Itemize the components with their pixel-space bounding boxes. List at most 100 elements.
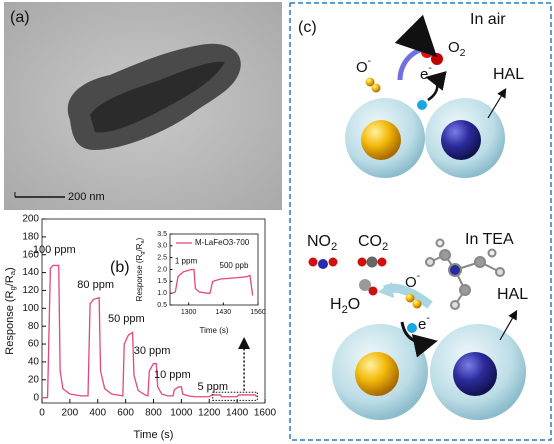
x-tick-label: 200 <box>62 408 79 419</box>
arrow <box>425 71 447 102</box>
x-tick-label: 600 <box>117 408 134 419</box>
x-tick-label: 400 <box>89 408 106 419</box>
text: O <box>405 274 417 291</box>
panel-a: (a) 200 nm <box>4 2 282 210</box>
y-tick-label: 200 <box>22 214 39 225</box>
atom <box>405 293 415 303</box>
arrow <box>499 309 518 341</box>
hal-label: HAL <box>497 286 528 303</box>
text: g <box>8 286 17 290</box>
panel-label: (b) <box>110 259 130 276</box>
text: ) <box>135 237 144 240</box>
annotation: 50 ppm <box>108 313 145 325</box>
panel-border <box>289 2 552 441</box>
panel-label: (c) <box>298 19 317 36</box>
y-tick-label: 180 <box>22 232 39 243</box>
y-tick-label: 60 <box>28 339 40 350</box>
x-axis-label: Time (s) <box>199 326 228 335</box>
arrow <box>400 321 438 358</box>
annotation: 100 ppm <box>33 244 76 256</box>
text: NO <box>307 233 331 250</box>
y-tick-label: 140 <box>22 267 39 278</box>
y-tick-label: 80 <box>28 321 40 332</box>
electron-label: e- <box>420 62 432 83</box>
text: /R <box>4 275 16 286</box>
y-tick-label: 120 <box>22 285 39 296</box>
text: O <box>356 59 368 76</box>
atom <box>308 257 318 267</box>
arrow <box>487 87 507 119</box>
y-tick-label: 3.0 <box>157 243 167 250</box>
atom <box>377 257 387 267</box>
annotation: 10 ppm <box>154 369 191 381</box>
electron-label: e- <box>418 312 430 333</box>
y-tick-label: 2.5 <box>157 255 167 262</box>
x-tick-label: 1560 <box>250 309 266 316</box>
x-axis-label: Time (s) <box>134 429 174 441</box>
ion-label: O- <box>356 55 372 76</box>
molecule-label: H2O <box>330 296 360 316</box>
hal-label: HAL <box>493 66 524 83</box>
atom <box>366 256 378 268</box>
tea-molecule <box>425 238 505 310</box>
molecule-label: CO2 <box>358 233 388 253</box>
text: O <box>348 296 360 313</box>
text: Response (R <box>135 254 144 301</box>
text: - <box>417 270 421 282</box>
text: Response (R <box>4 290 16 354</box>
electron <box>407 323 417 333</box>
core <box>441 120 481 160</box>
annotation: 1 ppm <box>175 256 198 265</box>
x-tick-label: 1200 <box>198 408 221 419</box>
y-tick-label: 3.5 <box>157 231 167 238</box>
atom <box>365 77 375 87</box>
core <box>355 352 399 396</box>
atom <box>412 299 422 309</box>
text: e <box>420 66 428 83</box>
annotation: 500 ppb <box>220 261 249 270</box>
y-tick-label: 0 <box>33 392 39 403</box>
text: 2 <box>331 241 337 253</box>
y-tick-label: 2.0 <box>157 266 167 273</box>
ion-label: O- <box>405 270 421 291</box>
annotation: 80 ppm <box>77 279 114 291</box>
y-tick-label: 160 <box>22 249 39 260</box>
molecule-label: NO2 <box>307 233 337 253</box>
y-axis-label: Response (Rg/Ra) <box>4 267 17 354</box>
y-tick-label: 1.0 <box>157 290 167 297</box>
x-tick-label: 1430 <box>216 309 232 316</box>
scale-label: 200 nm <box>68 191 105 203</box>
text: g <box>140 251 146 254</box>
arrow <box>394 14 438 81</box>
annotation: 5 ppm <box>197 381 228 393</box>
particle-core <box>90 61 225 133</box>
core <box>453 352 497 396</box>
legend-label: M-LaFeO3-700 <box>195 238 250 247</box>
y-tick-label: 0.5 <box>157 302 167 309</box>
atom <box>359 279 371 291</box>
text: O <box>448 39 460 56</box>
x-tick-label: 1600 <box>254 408 277 419</box>
annotation: 30 ppm <box>134 345 171 357</box>
atom <box>431 53 443 65</box>
x-tick-label: 1400 <box>226 408 249 419</box>
text: e <box>418 316 426 333</box>
atom <box>328 257 338 267</box>
atom <box>318 259 328 269</box>
atom <box>357 257 367 267</box>
electron <box>417 100 427 110</box>
text: - <box>426 312 430 324</box>
text: a <box>8 270 17 275</box>
x-tick-label: 1000 <box>170 408 193 419</box>
y-axis-label: Response (Rg/Ra) <box>135 237 146 301</box>
y-tick-label: 20 <box>28 374 40 385</box>
condition-title: In TEA <box>465 231 514 248</box>
data-line <box>42 264 258 399</box>
text: H <box>330 296 342 313</box>
x-tick-label: 1300 <box>181 309 197 316</box>
y-tick-label: 100 <box>22 303 39 314</box>
y-tick-label: 40 <box>28 357 40 368</box>
y-tick-label: 1.5 <box>157 278 167 285</box>
panel-label: (a) <box>10 9 30 26</box>
x-tick-label: 800 <box>145 408 162 419</box>
